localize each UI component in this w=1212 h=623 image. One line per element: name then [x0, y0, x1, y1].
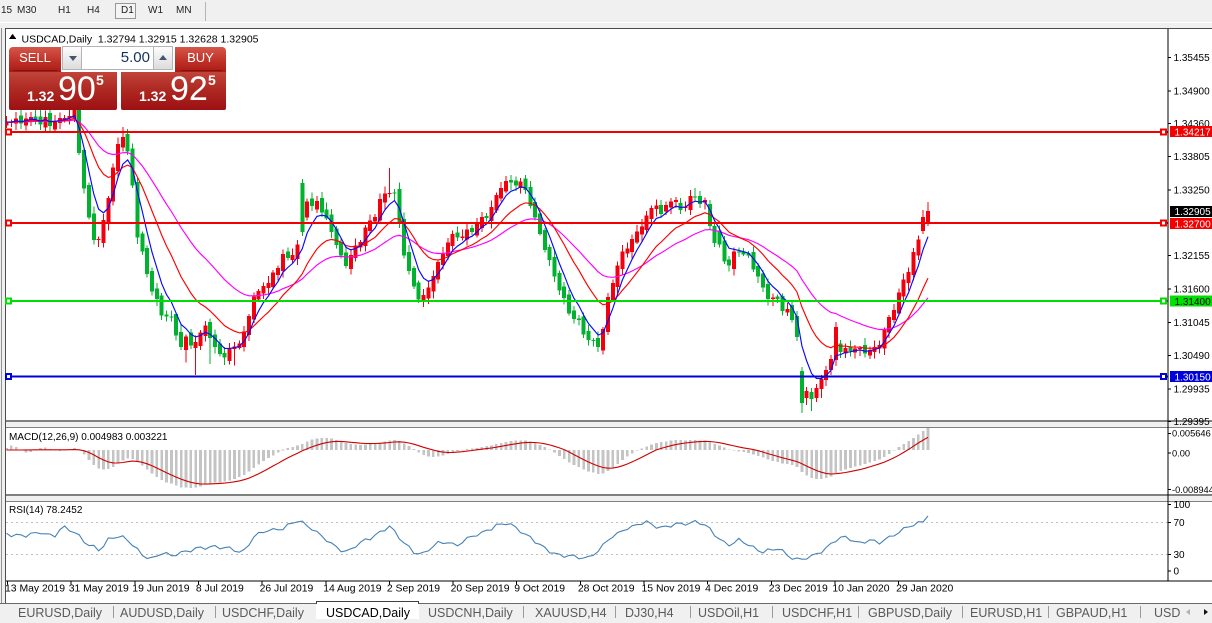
- svg-text:1.31045: 1.31045: [1174, 318, 1211, 329]
- svg-text:-0.008944: -0.008944: [1172, 485, 1212, 495]
- svg-text:1.31400: 1.31400: [1175, 297, 1212, 308]
- svg-text:1.31600: 1.31600: [1174, 285, 1211, 296]
- svg-text:15 Nov 2019: 15 Nov 2019: [642, 584, 701, 595]
- svg-text:1.30490: 1.30490: [1174, 351, 1211, 362]
- svg-text:8 Jul 2019: 8 Jul 2019: [196, 584, 244, 595]
- svg-text:1.34360: 1.34360: [1174, 119, 1211, 130]
- svg-text:1.30150: 1.30150: [1175, 372, 1212, 383]
- svg-text:MACD(12,26,9) 0.004983 0.00322: MACD(12,26,9) 0.004983 0.003221: [9, 432, 168, 443]
- svg-text:1.33805: 1.33805: [1174, 152, 1211, 163]
- svg-text:31 May 2019: 31 May 2019: [69, 584, 129, 595]
- svg-text:14 Aug 2019: 14 Aug 2019: [323, 584, 382, 595]
- svg-text:1.32905: 1.32905: [1175, 207, 1212, 218]
- svg-text:1.32155: 1.32155: [1174, 251, 1211, 262]
- svg-text:1.34217: 1.34217: [1175, 127, 1212, 138]
- svg-text:19 Jun 2019: 19 Jun 2019: [132, 584, 189, 595]
- svg-text:1.32700: 1.32700: [1175, 219, 1212, 230]
- svg-text:30: 30: [1174, 550, 1186, 561]
- svg-text:29 Jan 2020: 29 Jan 2020: [896, 584, 953, 595]
- svg-text:13 May 2019: 13 May 2019: [5, 584, 65, 595]
- svg-text:1.33250: 1.33250: [1174, 186, 1211, 197]
- svg-text:26 Jul 2019: 26 Jul 2019: [260, 584, 314, 595]
- svg-text:70: 70: [1174, 518, 1186, 529]
- svg-text:1.34900: 1.34900: [1174, 87, 1211, 98]
- svg-text:1.29935: 1.29935: [1174, 384, 1211, 395]
- svg-text:0: 0: [1174, 567, 1180, 578]
- svg-text:1.35455: 1.35455: [1174, 53, 1211, 64]
- svg-text:0.005646: 0.005646: [1172, 429, 1211, 439]
- svg-text:0.00: 0.00: [1172, 448, 1190, 458]
- svg-text:28 Oct 2019: 28 Oct 2019: [578, 584, 635, 595]
- svg-text:2 Sep 2019: 2 Sep 2019: [387, 584, 440, 595]
- svg-text:9 Oct 2019: 9 Oct 2019: [514, 584, 565, 595]
- svg-text:23 Dec 2019: 23 Dec 2019: [769, 584, 828, 595]
- svg-text:100: 100: [1174, 500, 1191, 511]
- svg-text:RSI(14) 78.2452: RSI(14) 78.2452: [9, 505, 83, 516]
- svg-text:10 Jan 2020: 10 Jan 2020: [832, 584, 889, 595]
- svg-text:1.29395: 1.29395: [1174, 417, 1211, 428]
- svg-text:4 Dec 2019: 4 Dec 2019: [705, 584, 758, 595]
- svg-text:USDCAD,Daily 1.32794 1.32915: USDCAD,Daily 1.32794 1.32915 1.32628 1.3…: [22, 34, 259, 46]
- svg-text:20 Sep 2019: 20 Sep 2019: [451, 584, 510, 595]
